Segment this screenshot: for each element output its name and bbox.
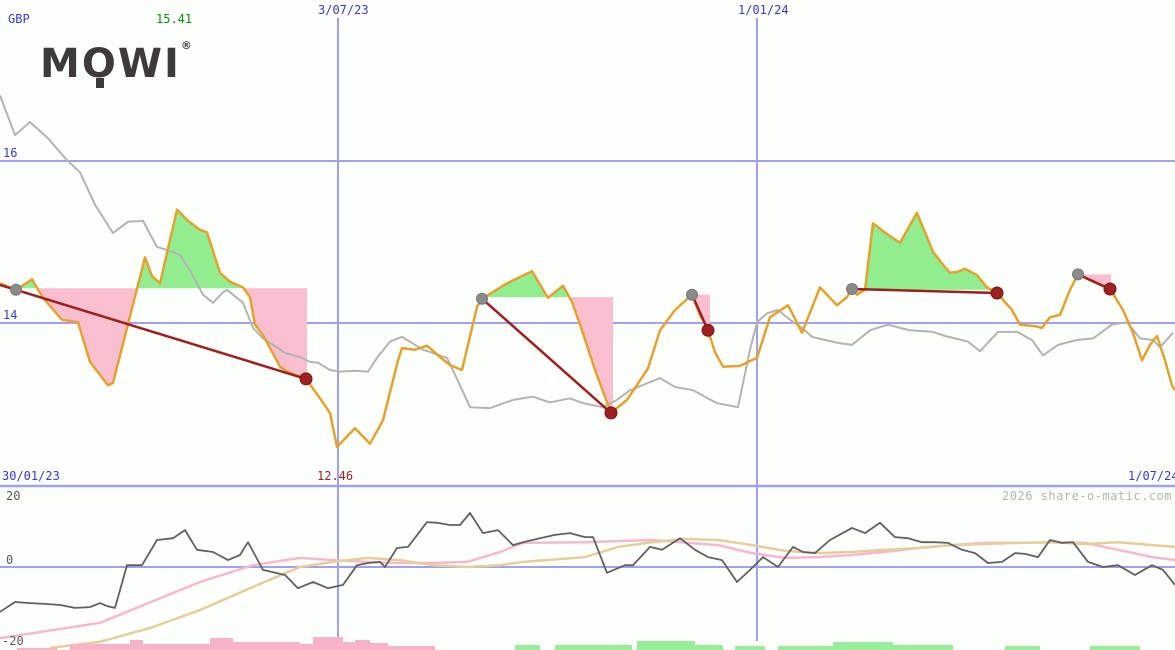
histogram-bar-down <box>313 637 343 650</box>
green-price-fill <box>137 209 242 289</box>
pivot-end-dot <box>299 372 313 386</box>
osc-signal-pink-line <box>0 538 1175 640</box>
green-price-fill <box>485 271 546 298</box>
pivot-start-dot <box>686 288 698 301</box>
watermark: 2026 share-o-matic.com <box>1002 489 1172 503</box>
trend-line <box>0 283 307 381</box>
histogram-bar-down <box>370 643 388 650</box>
logo-letter-i: I <box>163 41 181 87</box>
histogram-bar-up <box>778 646 833 650</box>
histogram-bar-up <box>893 645 953 650</box>
pink-price-fill <box>242 288 307 379</box>
histogram-bar-down <box>70 644 130 650</box>
period-high-price-label: 15.41 <box>156 12 193 26</box>
histogram-bar-up <box>515 645 540 650</box>
oscillator-line <box>0 512 1175 613</box>
price-tick-16: 16 <box>3 146 18 160</box>
logo-letter-o: O <box>81 41 118 88</box>
currency-label: GBP <box>8 12 30 26</box>
histogram-bar-down <box>233 642 300 650</box>
histogram-bar-up <box>1090 646 1140 650</box>
histogram-bar-down <box>210 638 233 650</box>
pivot-start-dot <box>10 283 22 296</box>
histogram-bar-down <box>17 648 57 650</box>
histogram-bar-down <box>355 640 370 650</box>
logo-letter-w: W <box>117 41 164 87</box>
x-axis-date-right: 1/01/24 <box>738 3 789 17</box>
histogram-bar-down <box>343 642 355 650</box>
pink-price-fill <box>37 288 137 386</box>
pivot-start-dot <box>476 292 488 305</box>
osc-tick-20: 20 <box>6 489 21 503</box>
pivot-end-dot <box>990 286 1004 300</box>
histogram-bar-down <box>130 640 143 650</box>
x-axis-start-date: 30/01/23 <box>2 469 60 483</box>
x-axis-end-date: 1/07/24 <box>1128 469 1175 483</box>
green-price-fill <box>866 212 990 290</box>
x-axis-date-mid: 3/07/23 <box>318 3 369 17</box>
pivot-start-dot <box>846 283 858 295</box>
trend-line <box>690 294 710 331</box>
osc-tick-neg20: -20 <box>2 634 24 648</box>
price-tick-14: 14 <box>3 308 18 322</box>
price-line <box>0 208 1175 449</box>
logo-letter-m: M <box>40 41 82 87</box>
trend-line <box>481 297 612 414</box>
histogram-bar-up <box>735 646 765 650</box>
pivot-end-dot <box>1103 282 1117 296</box>
pivot-start-dot <box>1072 268 1084 281</box>
pivot-end-dot <box>701 323 715 337</box>
period-low-price-label: 12.46 <box>317 469 354 483</box>
histogram-bar-down <box>143 644 210 650</box>
histogram-bar-up <box>1005 646 1040 650</box>
histogram-bar-up <box>695 645 723 650</box>
moving-average-line <box>0 95 1174 410</box>
histogram-bar-up <box>833 642 893 650</box>
osc-signal-tan-line <box>49 537 1175 650</box>
pivot-end-dot <box>604 406 618 420</box>
osc-tick-0: 0 <box>6 553 14 567</box>
histogram-bar-up <box>555 645 632 650</box>
histogram-bar-down <box>388 646 435 650</box>
histogram-bar-up <box>637 641 695 650</box>
registered-trademark-symbol: ® <box>180 39 192 52</box>
histogram-bar-down <box>300 644 313 650</box>
trend-line <box>851 287 998 295</box>
mowi-logo: MOWI® <box>40 24 192 88</box>
